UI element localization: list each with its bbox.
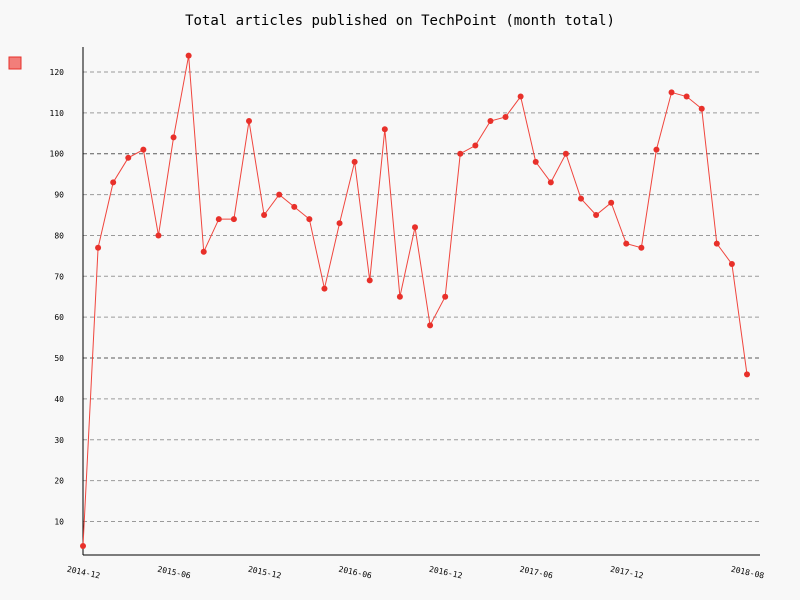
y-tick-label: 70 [54, 272, 64, 281]
y-tick-label: 60 [54, 313, 64, 322]
data-point[interactable] [562, 150, 569, 157]
data-point[interactable] [517, 93, 524, 100]
data-point[interactable] [593, 212, 600, 219]
data-point[interactable] [366, 277, 373, 284]
data-point[interactable] [276, 191, 283, 198]
data-point[interactable] [442, 293, 449, 300]
data-point[interactable] [306, 216, 313, 223]
x-tick-label: 2016-06 [338, 565, 373, 581]
data-point[interactable] [321, 285, 328, 292]
data-point[interactable] [713, 240, 720, 247]
y-tick-label: 50 [54, 354, 64, 363]
data-point[interactable] [638, 244, 645, 251]
data-point[interactable] [95, 244, 102, 251]
x-tick-label: 2016-12 [428, 565, 463, 581]
legend [8, 56, 22, 70]
data-point[interactable] [291, 203, 298, 210]
y-tick-label: 10 [54, 517, 64, 526]
x-tick-label: 2015-12 [247, 565, 282, 581]
data-point[interactable] [608, 199, 615, 206]
data-point[interactable] [351, 158, 358, 165]
x-tick-label: 2015-06 [157, 565, 192, 581]
data-point[interactable] [381, 126, 388, 133]
y-tick-label: 100 [50, 150, 65, 159]
data-point[interactable] [457, 150, 464, 157]
data-point[interactable] [230, 216, 237, 223]
y-tick-label: 120 [50, 68, 65, 77]
data-point[interactable] [246, 118, 252, 125]
series-line [82, 55, 748, 547]
data-point[interactable] [578, 195, 584, 202]
y-tick-label: 30 [54, 436, 64, 445]
y-tick-label: 90 [54, 191, 64, 200]
data-point[interactable] [170, 134, 177, 141]
data-point[interactable] [744, 371, 750, 378]
data-point[interactable] [487, 118, 494, 125]
data-point[interactable] [532, 158, 539, 165]
series-group [80, 52, 750, 549]
x-tick-label: 2017-06 [519, 565, 554, 581]
x-tick-label: 2017-12 [609, 565, 644, 581]
chart-title: Total articles published on TechPoint (m… [185, 13, 615, 29]
data-point[interactable] [683, 93, 690, 100]
data-point[interactable] [547, 179, 554, 186]
data-point[interactable] [698, 105, 705, 112]
data-point[interactable] [396, 293, 403, 300]
x-tick-labels: 2014-12 2015-06 2015-12 2016-06 2016-12 2017-… [66, 565, 765, 581]
y-tick-label: 110 [50, 109, 65, 118]
data-point[interactable] [261, 212, 268, 219]
data-point[interactable] [623, 240, 630, 247]
data-point[interactable] [412, 224, 418, 231]
y-tick-label: 40 [54, 395, 64, 404]
y-tick-labels: 10 20 30 40 50 60 70 80 90 100 110 120 [50, 68, 65, 526]
data-point[interactable] [185, 52, 192, 59]
data-point[interactable] [155, 232, 162, 239]
legend-swatch[interactable] [8, 56, 22, 70]
data-point[interactable] [200, 248, 207, 255]
data-point[interactable] [140, 146, 147, 153]
data-point[interactable] [653, 146, 660, 153]
data-point[interactable] [427, 322, 434, 329]
data-point[interactable] [110, 179, 117, 186]
data-point[interactable] [502, 113, 509, 120]
data-point[interactable] [80, 543, 86, 549]
x-tick-label: 2018-08 [730, 565, 765, 581]
data-point[interactable] [728, 261, 735, 268]
gridlines [83, 71, 760, 522]
data-point[interactable] [336, 220, 343, 227]
y-tick-label: 80 [54, 231, 64, 240]
data-point[interactable] [215, 216, 222, 223]
data-point[interactable] [472, 142, 479, 149]
data-point[interactable] [125, 154, 132, 161]
y-tick-label: 20 [54, 477, 64, 486]
x-tick-label: 2014-12 [66, 565, 101, 581]
axes [82, 47, 760, 556]
data-point[interactable] [668, 89, 675, 96]
